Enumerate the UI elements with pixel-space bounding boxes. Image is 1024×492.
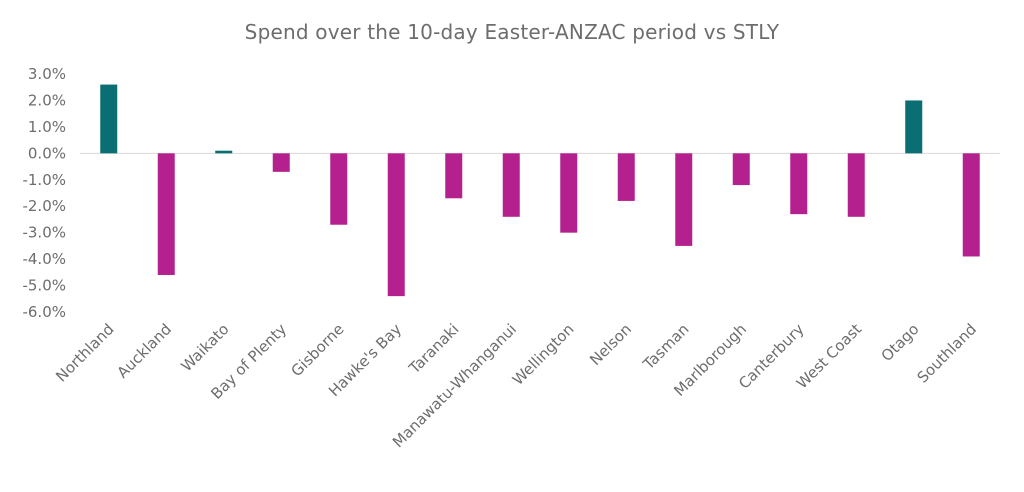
y-tick-label: 1.0% xyxy=(28,118,66,136)
x-tick-label: Otago xyxy=(878,320,923,365)
x-tick-label: Auckland xyxy=(113,320,175,382)
y-tick-label: 3.0% xyxy=(28,65,66,83)
y-tick-label: 2.0% xyxy=(28,91,66,109)
y-tick-label: 0.0% xyxy=(28,144,66,162)
bar-bay-of-plenty xyxy=(272,153,290,172)
bar-canterbury xyxy=(790,153,808,215)
x-tick-label: Northland xyxy=(52,320,117,385)
y-tick-label: -1.0% xyxy=(22,171,66,189)
bar-northland xyxy=(100,84,118,154)
y-tick-label: -3.0% xyxy=(22,224,66,242)
bar-manawatu-whanganui xyxy=(502,153,520,217)
bar-hawke-s-bay xyxy=(387,153,405,297)
bar-wellington xyxy=(560,153,578,233)
bar-west-coast xyxy=(847,153,865,217)
y-tick-label: -4.0% xyxy=(22,250,66,268)
bar-otago xyxy=(905,100,923,154)
bar-waikato xyxy=(215,150,233,154)
y-tick-label: -2.0% xyxy=(22,197,66,215)
y-tick-label: -6.0% xyxy=(22,303,66,321)
x-tick-label: Southland xyxy=(914,320,980,386)
bar-southland xyxy=(962,153,980,257)
bar-tasman xyxy=(675,153,693,246)
x-tick-label: Taranaki xyxy=(405,320,463,378)
chart-title: Spend over the 10-day Easter-ANZAC perio… xyxy=(244,20,780,44)
x-tick-label: Waikato xyxy=(177,320,232,375)
bar-marlborough xyxy=(732,153,750,186)
x-tick-label: Nelson xyxy=(586,320,635,369)
y-tick-label: -5.0% xyxy=(22,277,66,295)
bar-taranaki xyxy=(445,153,463,199)
bar-nelson xyxy=(617,153,635,201)
x-tick-label: Wellington xyxy=(509,320,578,389)
x-tick-label: Gisborne xyxy=(288,320,348,380)
bar-gisborne xyxy=(330,153,348,225)
x-tick-label: Tasman xyxy=(639,320,693,374)
bar-auckland xyxy=(157,153,175,275)
